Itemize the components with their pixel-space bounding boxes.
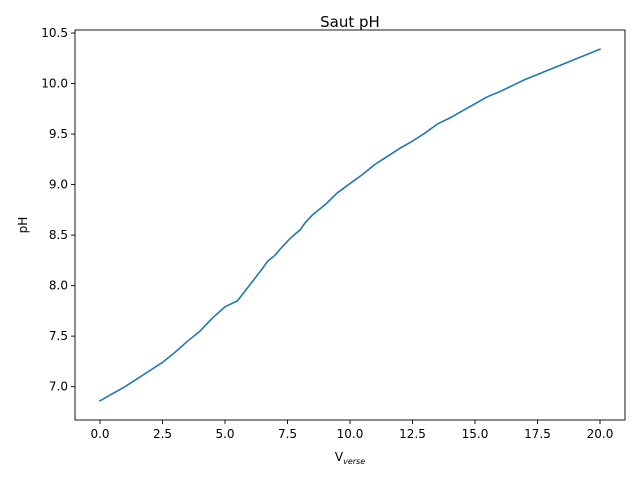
x-tick-label: 12.5 bbox=[399, 427, 426, 441]
y-tick-label: 10.0 bbox=[41, 77, 68, 91]
x-tick-label: 15.0 bbox=[462, 427, 489, 441]
y-axis-ticks: 7.0 7.5 8.0 8.5 9.0 9.5 10.0 10.5 bbox=[41, 26, 75, 394]
y-axis-label: pH bbox=[16, 217, 30, 234]
x-axis-label-subscript: verse bbox=[343, 457, 365, 466]
y-tick-label: 10.5 bbox=[41, 26, 68, 40]
x-tick-label: 17.5 bbox=[524, 427, 551, 441]
x-tick-label: 5.0 bbox=[215, 427, 234, 441]
y-tick-label: 8.5 bbox=[49, 228, 68, 242]
chart-title: Saut pH bbox=[320, 13, 380, 31]
x-tick-label: 10.0 bbox=[337, 427, 364, 441]
x-axis-label-main: V bbox=[335, 450, 344, 464]
x-tick-label: 0.0 bbox=[90, 427, 109, 441]
series-line bbox=[98, 48, 602, 402]
x-axis-ticks: 0.0 2.5 5.0 7.5 10.0 12.5 15.0 17.5 20.0 bbox=[90, 420, 613, 441]
y-tick-label: 7.5 bbox=[49, 329, 68, 343]
y-tick-label: 8.0 bbox=[49, 279, 68, 293]
x-tick-label: 20.0 bbox=[587, 427, 614, 441]
y-tick-label: 7.0 bbox=[49, 380, 68, 394]
plot-frame bbox=[74, 29, 626, 421]
x-axis-label: Vverse bbox=[335, 450, 365, 466]
y-tick-label: 9.5 bbox=[49, 127, 68, 141]
y-tick-label: 9.0 bbox=[49, 178, 68, 192]
x-tick-label: 7.5 bbox=[278, 427, 297, 441]
x-tick-label: 2.5 bbox=[153, 427, 172, 441]
